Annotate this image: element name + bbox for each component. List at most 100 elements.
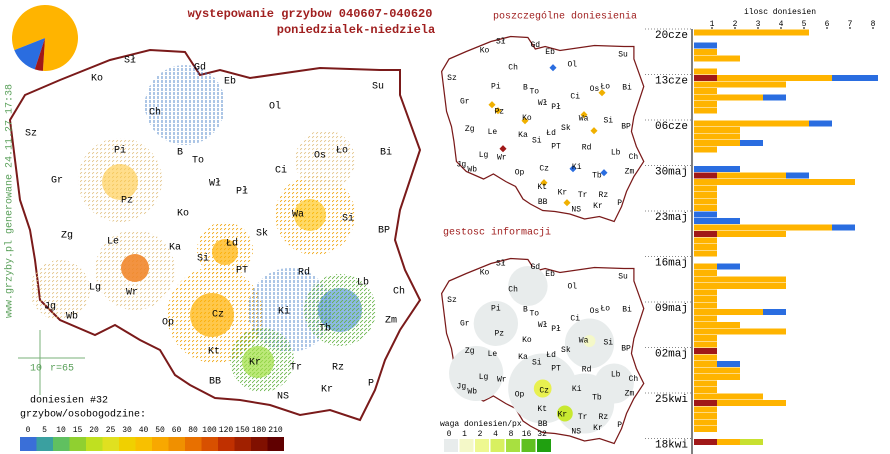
bar <box>694 419 717 426</box>
bar <box>694 289 717 296</box>
city-label: Kr <box>321 385 333 396</box>
scale-label: 150 <box>235 426 250 435</box>
scale-swatch <box>86 437 103 451</box>
bar <box>694 309 763 315</box>
weight-swatch <box>475 439 489 452</box>
city-label: Ka <box>169 243 181 254</box>
city-label: Kt <box>537 405 547 414</box>
city-label: Kr <box>593 424 603 433</box>
bar <box>694 68 717 75</box>
city-label: Zg <box>61 231 73 242</box>
city-label: Wr <box>497 376 507 385</box>
city-label: Si <box>197 253 209 265</box>
city-label: Kt <box>208 347 220 358</box>
report-count: doniesien #32 <box>30 395 108 407</box>
city-label: BP <box>378 226 390 237</box>
city-label: Op <box>515 169 525 178</box>
pie-chart <box>12 5 79 72</box>
city-label: PT <box>236 266 248 277</box>
bar <box>694 270 717 276</box>
bar <box>694 218 740 224</box>
city-label: Wb <box>467 166 477 175</box>
city-label: Kr <box>558 189 568 198</box>
bar <box>694 296 717 302</box>
city-label: Ol <box>567 283 577 292</box>
bar <box>694 276 786 283</box>
city-label: Pz <box>495 108 505 117</box>
city-label: Łd <box>546 351 556 360</box>
blob <box>121 254 149 282</box>
scale-swatch <box>20 437 37 451</box>
city-label: Eb <box>224 76 236 88</box>
area <box>473 301 519 346</box>
city-label: Zm <box>625 168 635 177</box>
bar <box>694 88 717 94</box>
city-label: Wa <box>579 115 589 124</box>
pie-slice <box>12 5 79 72</box>
scale-label: 25 <box>106 426 116 435</box>
city-label: Lb <box>357 277 369 289</box>
city-label: Pz <box>495 330 505 339</box>
city-label: Tb <box>319 323 331 335</box>
week-label: 20cze <box>655 30 688 42</box>
city-label: Łd <box>546 129 556 138</box>
x-tick-label: 1 <box>710 20 715 29</box>
bar <box>694 146 717 153</box>
city-label: Kr <box>558 411 568 420</box>
city-label: Lb <box>611 371 621 380</box>
city-label: Eb <box>545 48 555 57</box>
city-label: P <box>617 421 622 430</box>
density-blobs <box>30 65 376 392</box>
city-label: Ko <box>522 336 532 345</box>
weight-swatch <box>490 439 505 452</box>
city-label: Ko <box>177 209 189 220</box>
bar <box>740 439 763 445</box>
city-label: Lg <box>89 283 101 294</box>
bar <box>694 205 717 211</box>
city-label: Wł <box>209 178 221 190</box>
bar <box>809 120 832 127</box>
city-label: Ki <box>572 163 582 172</box>
density-map-title: gestosc informacji <box>443 227 551 239</box>
scale-swatch <box>69 437 86 451</box>
pie-slice <box>14 38 46 70</box>
scale-swatch <box>234 437 251 451</box>
bar <box>694 393 763 400</box>
city-label: BP <box>621 345 631 354</box>
x-tick-label: 8 <box>871 20 876 29</box>
scale-swatch <box>251 437 268 451</box>
city-labels: Sł Sł Sł Gd Gd Gd Eb Eb Eb Ko Ko Ko Su Su Su Ol Ol Ol Sz Sz… <box>25 38 638 437</box>
week-label: 16maj <box>655 257 688 269</box>
weight-label: 16 <box>522 430 532 439</box>
city-label: B <box>523 84 528 93</box>
city-label: Wr <box>126 288 138 299</box>
bar <box>694 328 786 335</box>
scale-swatch <box>36 437 53 451</box>
dot <box>494 107 502 115</box>
weight-label: 4 <box>493 430 498 439</box>
city-label: Gd <box>530 41 540 50</box>
city-label: Sł <box>124 55 136 67</box>
city-label: Pł <box>551 325 561 334</box>
week-label: 18kwi <box>655 439 688 451</box>
week-label: 02maj <box>655 348 688 360</box>
city-label: Wb <box>467 388 477 397</box>
dot <box>580 111 588 119</box>
city-label: Ka <box>518 353 528 362</box>
scale-title: grzybow/osobogodzine: <box>20 409 146 421</box>
city-label: Gr <box>460 320 470 329</box>
city-label: Ci <box>570 315 580 324</box>
city-label: Tr <box>578 191 588 200</box>
city-label: Ol <box>567 61 577 70</box>
color-scale: 0 5 10 15 20 25 30 40 50 60 80 100 120 150 180 210 <box>20 426 284 451</box>
bar <box>694 406 717 413</box>
city-label: P <box>368 379 374 390</box>
bar <box>694 172 717 179</box>
bar <box>832 224 855 231</box>
week-label: 25kwi <box>655 394 688 406</box>
bar <box>694 140 740 146</box>
city-label: Rd <box>582 144 592 153</box>
scale-label: 100 <box>202 426 217 435</box>
city-label: PT <box>551 143 561 152</box>
city-label: BP <box>621 123 631 132</box>
